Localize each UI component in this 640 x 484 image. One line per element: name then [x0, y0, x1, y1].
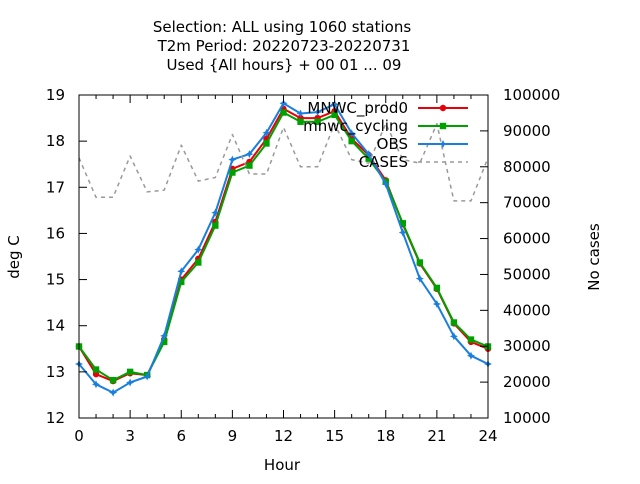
- y-tick-label: 19: [46, 86, 65, 104]
- series-2-point: [126, 378, 135, 387]
- series-2-point: [262, 128, 271, 137]
- series-1-point: [399, 220, 406, 227]
- y-tick-label: 13: [46, 363, 65, 381]
- series-2-point: [296, 109, 305, 118]
- legend-label-1: mnwc_cycling: [303, 117, 408, 136]
- series-1-point: [212, 222, 219, 229]
- series-1-point: [365, 155, 372, 162]
- series-1-point: [280, 109, 287, 116]
- series-1-point: [92, 366, 100, 373]
- series-2-point: [313, 108, 322, 117]
- y2-axis-label: No cases: [585, 223, 603, 291]
- series-1-point: [416, 259, 424, 266]
- series-1-point: [450, 319, 458, 326]
- x-tick-label: 18: [376, 427, 395, 445]
- series-2-point: [228, 155, 237, 164]
- y2-tick-label: 100000: [503, 86, 560, 104]
- series-line-1: [78, 111, 489, 382]
- series-2-point: [194, 245, 203, 254]
- series-2-point: [398, 228, 407, 237]
- y2-tick-label: 70000: [503, 194, 551, 212]
- series-2-point: [279, 99, 288, 108]
- chart-title: Selection: ALL using 1060 stations T2m P…: [153, 18, 412, 74]
- y-axis-label: deg C: [5, 235, 23, 279]
- x-tick-label: 3: [125, 427, 135, 445]
- title-line-1: Selection: ALL using 1060 stations: [153, 18, 412, 36]
- x-tick-label: 24: [478, 427, 497, 445]
- legend-marker-2: [439, 140, 447, 148]
- series-2-point: [160, 331, 169, 340]
- x-tick-label: 0: [74, 427, 84, 445]
- series-2-point: [432, 300, 441, 308]
- series-2-point: [92, 380, 100, 389]
- series-line-3: [78, 122, 489, 202]
- series-1-point: [161, 338, 168, 346]
- legend-marker-1: [439, 122, 447, 130]
- series-1-point: [126, 368, 134, 376]
- title-line-2: T2m Period: 20220723-20220731: [157, 37, 411, 55]
- series-2-point: [245, 150, 254, 159]
- series-1-point: [331, 111, 338, 119]
- y-tick-label: 18: [46, 132, 65, 150]
- y2-tick-label: 60000: [503, 230, 551, 248]
- series-2-point: [211, 208, 220, 217]
- series-2-point: [381, 180, 390, 189]
- series-2-point: [347, 129, 356, 138]
- plot-area: 0 3 6 9 12 15 18 21 24 12 13 14 15 16 17 18 19 10000 20000…: [46, 86, 560, 445]
- series-2-point: [364, 150, 373, 159]
- y2-tick-label: 20000: [503, 373, 551, 391]
- x-tick-label: 15: [325, 427, 344, 445]
- series-2-point: [330, 100, 339, 109]
- legend-label-2: OBS: [377, 135, 408, 153]
- y2-tick-label: 40000: [503, 301, 551, 319]
- y2-tick-label: 50000: [503, 265, 551, 283]
- legend-marker-0: [439, 104, 447, 112]
- y-tick-label: 16: [46, 224, 65, 242]
- y-tick-label: 17: [46, 178, 65, 196]
- series-1-point: [467, 336, 475, 343]
- title-line-3: Used {All hours} + 00 01 ... 09: [167, 56, 402, 74]
- series-2-point: [109, 388, 118, 397]
- series-line-0: [78, 107, 489, 383]
- x-tick-label: 9: [228, 427, 238, 445]
- series-2-point: [467, 351, 475, 360]
- series-2-point: [415, 274, 424, 283]
- series-1-point: [195, 259, 202, 266]
- x-tick-label: 6: [176, 427, 186, 445]
- y2-tick-label: 90000: [503, 122, 551, 140]
- y-tick-label: 15: [46, 271, 65, 289]
- series-1-point: [297, 118, 304, 125]
- x-axis-label: Hour: [264, 456, 301, 474]
- series-2-point: [177, 267, 186, 276]
- series-1-point: [229, 169, 236, 176]
- y-tick-label: 12: [46, 409, 65, 427]
- x-tick-label: 12: [274, 427, 293, 445]
- series-1-point: [178, 278, 185, 286]
- series-1-point: [263, 140, 270, 147]
- series-1-point: [109, 376, 117, 384]
- y2-tick-label: 80000: [503, 158, 551, 176]
- y2-tick-label: 30000: [503, 337, 551, 355]
- legend-label-0: MNWC_prod0: [307, 99, 408, 118]
- series-1-point: [348, 137, 355, 145]
- series-1-point: [314, 118, 321, 125]
- y-tick-label: 14: [46, 317, 65, 335]
- y2-tick-label: 10000: [503, 409, 551, 427]
- series-1-point: [246, 162, 253, 169]
- series-2-point: [143, 372, 152, 381]
- legend-label-3: CASES: [359, 153, 408, 171]
- x-tick-label: 21: [427, 427, 446, 445]
- series-2-point: [449, 332, 458, 341]
- series-1-point: [433, 284, 441, 292]
